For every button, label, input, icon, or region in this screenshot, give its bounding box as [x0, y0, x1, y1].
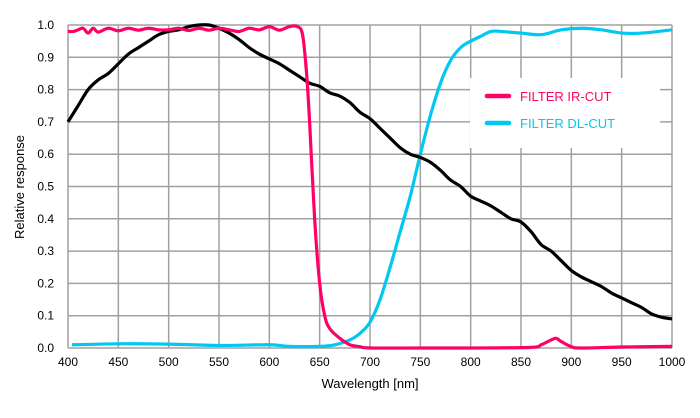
x-axis-label: Wavelength [nm] [321, 376, 418, 391]
x-tick-labels: 400 450 500 550 600 650 700 750 800 850 900 950 1000 [58, 355, 686, 369]
y-tick-label: 0.3 [37, 244, 54, 258]
x-tick-label: 500 [159, 355, 179, 369]
y-tick-label: 0.5 [37, 180, 54, 194]
x-tick-label: 400 [58, 355, 78, 369]
x-tick-label: 850 [511, 355, 531, 369]
series-line-sensor-response [66, 23, 673, 321]
x-tick-label: 950 [612, 355, 632, 369]
y-axis-label: Relative response [12, 135, 27, 239]
x-tick-label: 1000 [659, 355, 686, 369]
y-tick-label: 0.0 [37, 341, 54, 355]
y-tick-label: 0.2 [37, 276, 54, 290]
y-tick-label: 0.9 [37, 50, 54, 64]
x-tick-label: 900 [561, 355, 581, 369]
legend-label-ir-cut: FILTER IR-CUT [520, 89, 612, 104]
legend: FILTER IR-CUT FILTER DL-CUT [470, 78, 660, 148]
y-tick-label: 0.7 [37, 115, 54, 129]
series-line-filter-dl-cut [71, 26, 673, 349]
y-tick-label: 0.6 [37, 147, 54, 161]
y-tick-label: 0.4 [37, 212, 54, 226]
grid [67, 24, 673, 349]
y-tick-label: 0.8 [37, 83, 54, 97]
x-tick-label: 450 [108, 355, 128, 369]
x-tick-label: 750 [410, 355, 430, 369]
y-tick-labels: 0.0 0.1 0.2 0.3 0.4 0.5 0.6 0.7 0.8 0.9 1.0 [37, 18, 54, 355]
x-tick-label: 650 [310, 355, 330, 369]
series-lines [66, 23, 673, 350]
y-tick-label: 0.1 [37, 309, 54, 323]
y-tick-label: 1.0 [37, 18, 54, 32]
x-tick-label: 550 [209, 355, 229, 369]
x-tick-label: 600 [259, 355, 279, 369]
series-line-filter-ir-cut [67, 24, 673, 350]
legend-label-dl-cut: FILTER DL-CUT [520, 116, 615, 131]
legend-background [470, 78, 660, 148]
x-tick-label: 800 [461, 355, 481, 369]
x-tick-label: 700 [360, 355, 380, 369]
